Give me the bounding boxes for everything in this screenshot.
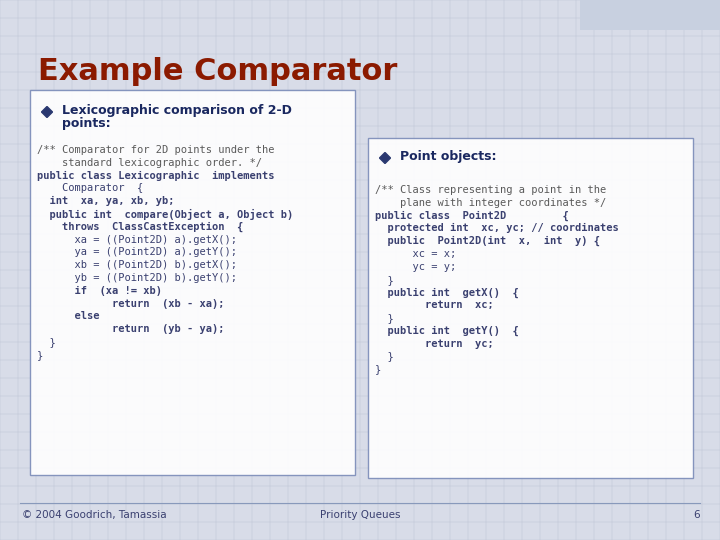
Text: throws  ClassCastException  {: throws ClassCastException { (37, 222, 243, 232)
Text: /** Comparator for 2D points under the: /** Comparator for 2D points under the (37, 145, 274, 155)
Text: plane with integer coordinates */: plane with integer coordinates */ (375, 198, 606, 208)
Polygon shape (379, 152, 390, 164)
Text: Example Comparator: Example Comparator (38, 57, 397, 86)
Text: xb = ((Point2D) b).getX();: xb = ((Point2D) b).getX(); (37, 260, 237, 270)
Text: Priority Queues: Priority Queues (320, 510, 400, 520)
Text: 6: 6 (693, 510, 700, 520)
Text: }: } (37, 350, 43, 360)
Text: return  xc;: return xc; (375, 300, 494, 310)
Text: }: } (375, 364, 382, 374)
Text: }: } (375, 313, 394, 323)
Text: int  xa, ya, xb, yb;: int xa, ya, xb, yb; (37, 196, 174, 206)
Text: /** Class representing a point in the: /** Class representing a point in the (375, 185, 606, 195)
Text: return  (yb - ya);: return (yb - ya); (37, 324, 225, 334)
Text: yc = y;: yc = y; (375, 262, 456, 272)
Text: © 2004 Goodrich, Tamassia: © 2004 Goodrich, Tamassia (22, 510, 166, 520)
FancyBboxPatch shape (30, 90, 355, 475)
Text: return  yc;: return yc; (375, 339, 494, 349)
FancyBboxPatch shape (368, 138, 693, 478)
Text: ya = ((Point2D) a).getY();: ya = ((Point2D) a).getY(); (37, 247, 237, 258)
Text: public class Lexicographic  implements: public class Lexicographic implements (37, 171, 274, 181)
Text: points:: points: (62, 117, 111, 130)
Text: if  (xa != xb): if (xa != xb) (37, 286, 162, 296)
Text: Lexicographic comparison of 2-D: Lexicographic comparison of 2-D (62, 104, 292, 117)
Bar (580, 0, 720, 30)
Text: protected int  xc, yc; // coordinates: protected int xc, yc; // coordinates (375, 224, 618, 233)
Text: }: } (375, 275, 394, 285)
Text: xc = x;: xc = x; (375, 249, 456, 259)
Text: standard lexicographic order. */: standard lexicographic order. */ (37, 158, 262, 168)
Text: xa = ((Point2D) a).getX();: xa = ((Point2D) a).getX(); (37, 234, 237, 245)
Text: public class  Point2D         {: public class Point2D { (375, 211, 569, 221)
Text: yb = ((Point2D) b).getY();: yb = ((Point2D) b).getY(); (37, 273, 237, 283)
Text: public int  getY()  {: public int getY() { (375, 326, 518, 336)
Text: Point objects:: Point objects: (400, 150, 497, 163)
Polygon shape (42, 106, 53, 118)
Text: }: } (37, 337, 55, 347)
Text: }: } (375, 352, 394, 361)
Text: Comparator  {: Comparator { (37, 184, 143, 193)
Text: public int  compare(Object a, Object b): public int compare(Object a, Object b) (37, 209, 293, 220)
Text: public int  getX()  {: public int getX() { (375, 287, 518, 298)
Text: return  (xb - xa);: return (xb - xa); (37, 299, 225, 308)
Text: public  Point2D(int  x,  int  y) {: public Point2D(int x, int y) { (375, 236, 600, 246)
Text: else: else (37, 312, 99, 321)
